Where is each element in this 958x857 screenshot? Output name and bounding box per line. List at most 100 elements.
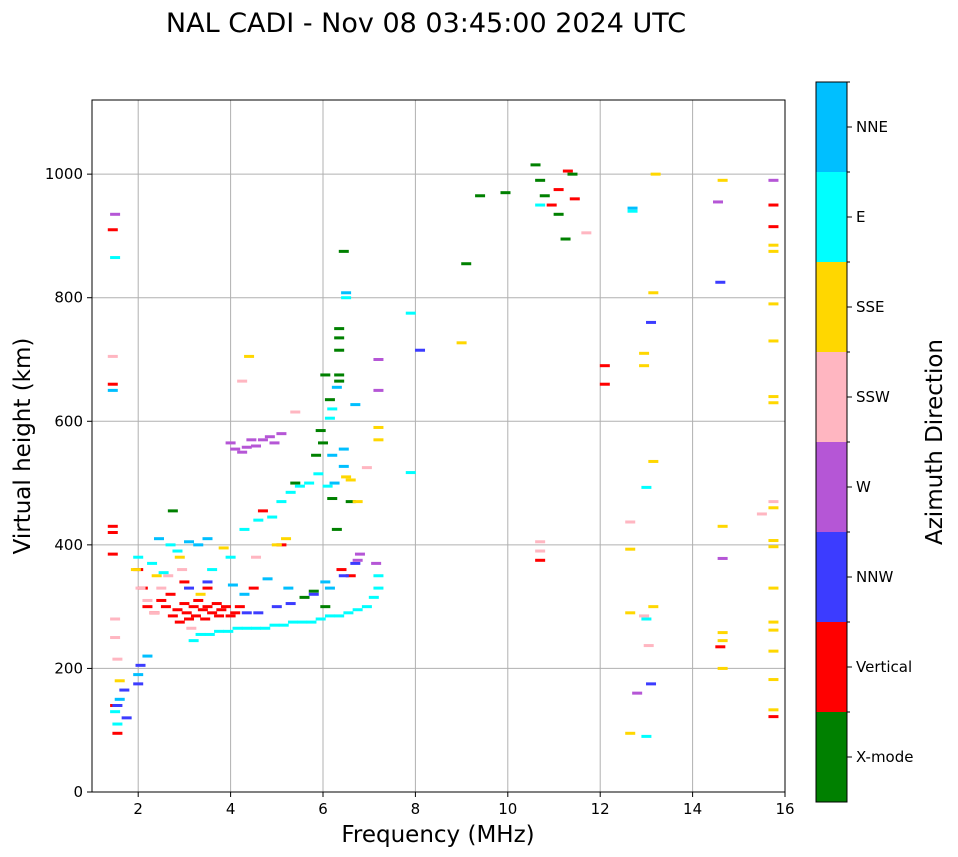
x-tick-label: 4 [226,800,236,818]
data-point [768,586,779,590]
data-point [641,617,652,621]
x-tick-label: 10 [498,800,517,818]
data-point [197,608,208,612]
data-point [107,388,118,392]
colorbar-segment [816,442,847,532]
data-point [354,552,365,556]
data-point [768,628,779,632]
data-marks [107,163,779,738]
data-point [768,243,779,247]
data-point [627,206,638,210]
data-point [341,296,352,300]
data-point [331,527,342,531]
data-point [200,617,211,621]
data-point [218,546,229,550]
grid-lines [92,100,786,793]
data-point [177,568,188,572]
data-point [599,364,610,368]
data-point [267,515,278,519]
series-x-mode [167,163,578,609]
data-point [646,320,657,324]
data-point [308,592,319,596]
data-point [184,540,195,544]
data-point [149,611,160,615]
data-point [276,500,287,504]
data-point [581,231,592,235]
data-point [130,568,141,572]
plot-frame [91,99,786,793]
data-point [338,574,349,578]
data-point [112,722,123,726]
y-axis-ticks: 0 200 400 600 800 1000 [45,165,92,801]
data-point [768,708,779,712]
data-point [320,580,331,584]
data-point [599,382,610,386]
data-point [241,626,252,630]
x-tick-label: 2 [133,800,143,818]
data-point [248,586,259,590]
data-point [110,636,121,640]
colorbar-segment [816,82,847,172]
data-point [271,543,282,547]
data-point [341,475,352,479]
data-point [373,574,384,578]
data-point [207,611,218,615]
data-point [110,256,121,260]
data-point [251,626,262,630]
data-point [186,626,197,630]
data-point [415,348,426,352]
data-point [241,445,252,449]
data-point [475,194,486,198]
data-point [225,441,236,445]
data-point [260,626,271,630]
colorbar: X-mode Vertical NNW W SSW SSE E NNE [815,81,913,803]
data-point [142,654,153,658]
series-sse [114,172,779,735]
x-tick-label: 16 [775,800,794,818]
data-point [237,450,248,454]
data-point [287,620,298,624]
data-point [768,339,779,343]
data-point [717,631,728,635]
data-point [220,605,231,609]
data-point [553,188,564,192]
data-point [230,447,241,451]
data-point [156,598,167,602]
data-point [648,605,659,609]
data-point [324,416,335,420]
data-point [133,555,144,559]
data-point [553,212,564,216]
data-point [535,549,546,553]
data-point [713,200,724,204]
data-point [535,178,546,182]
data-point [181,611,192,615]
colorbar-tick-label: E [856,208,865,226]
data-point [251,444,262,448]
data-point [641,734,652,738]
data-point [717,524,728,528]
data-point [107,552,118,556]
data-point [345,500,356,504]
data-point [334,336,345,340]
data-point [184,617,195,621]
data-point [234,605,245,609]
data-point [179,602,190,606]
data-point [639,614,650,618]
x-tick-label: 8 [411,800,421,818]
data-point [648,291,659,295]
data-point [271,605,282,609]
data-point [184,586,195,590]
data-point [283,586,294,590]
data-point [625,731,636,735]
data-point [641,485,652,489]
data-point [352,558,363,562]
data-point [625,520,636,524]
data-point [715,280,726,284]
data-point [334,348,345,352]
colorbar-tick-label: Vertical [856,658,912,676]
data-point [276,432,287,436]
data-point [768,649,779,653]
data-point [338,447,349,451]
data-point [172,549,183,553]
data-point [352,608,363,612]
